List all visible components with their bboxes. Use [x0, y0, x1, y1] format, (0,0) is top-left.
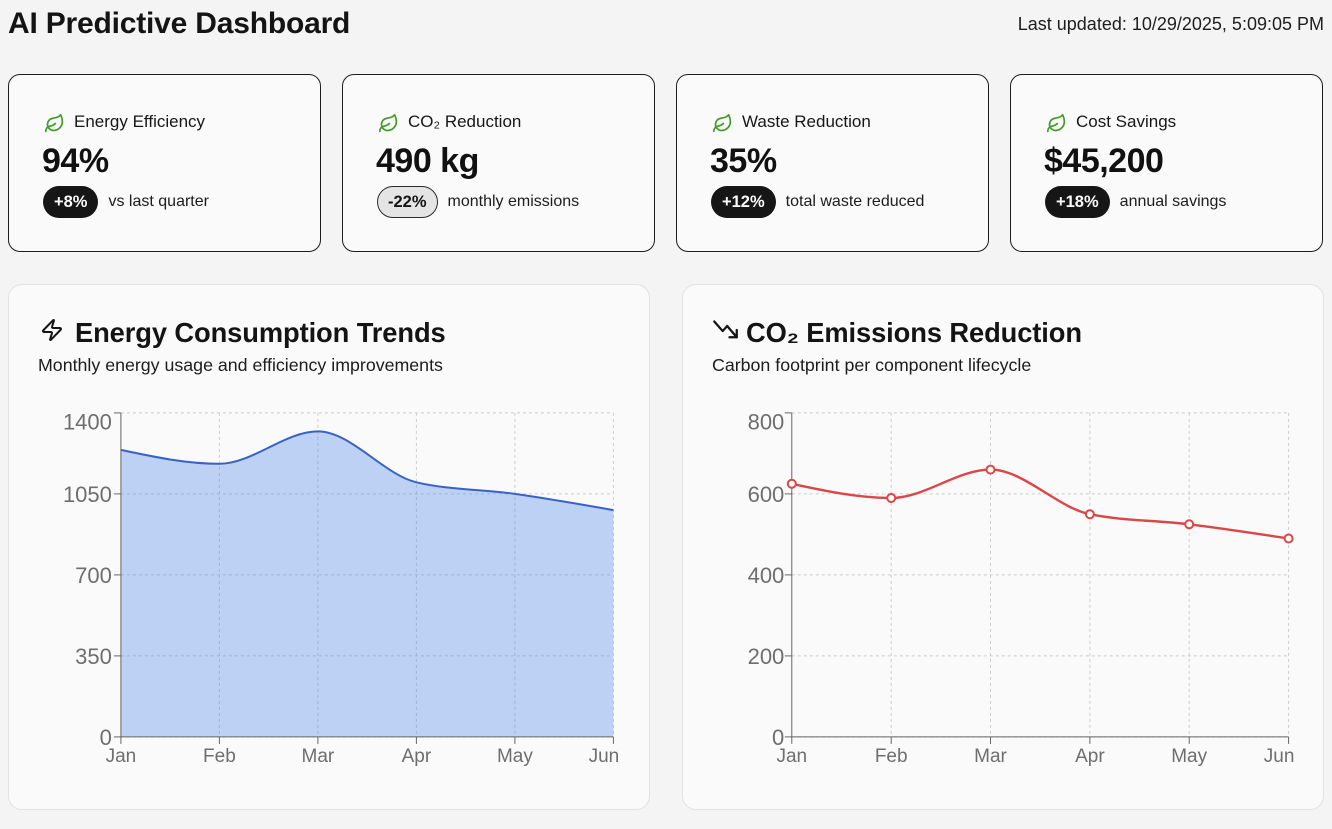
svg-text:350: 350 [75, 644, 112, 669]
svg-text:Jan: Jan [106, 746, 137, 767]
svg-text:Jun: Jun [1264, 746, 1295, 767]
svg-text:0: 0 [772, 725, 784, 750]
svg-text:Feb: Feb [203, 746, 236, 767]
svg-text:May: May [497, 746, 533, 767]
svg-text:May: May [1171, 746, 1207, 767]
svg-text:Mar: Mar [302, 746, 335, 767]
svg-text:Jan: Jan [776, 746, 807, 767]
svg-text:1050: 1050 [63, 482, 112, 507]
svg-text:0: 0 [100, 725, 112, 750]
svg-text:Apr: Apr [1075, 746, 1105, 767]
svg-text:200: 200 [748, 644, 785, 669]
svg-text:1400: 1400 [63, 410, 112, 435]
svg-text:600: 600 [748, 482, 785, 507]
svg-text:400: 400 [748, 563, 785, 588]
svg-text:Jun: Jun [589, 746, 620, 767]
svg-text:700: 700 [75, 563, 112, 588]
svg-text:Mar: Mar [974, 746, 1007, 767]
svg-text:800: 800 [748, 410, 785, 435]
svg-text:Feb: Feb [875, 746, 908, 767]
svg-text:Apr: Apr [402, 746, 432, 767]
